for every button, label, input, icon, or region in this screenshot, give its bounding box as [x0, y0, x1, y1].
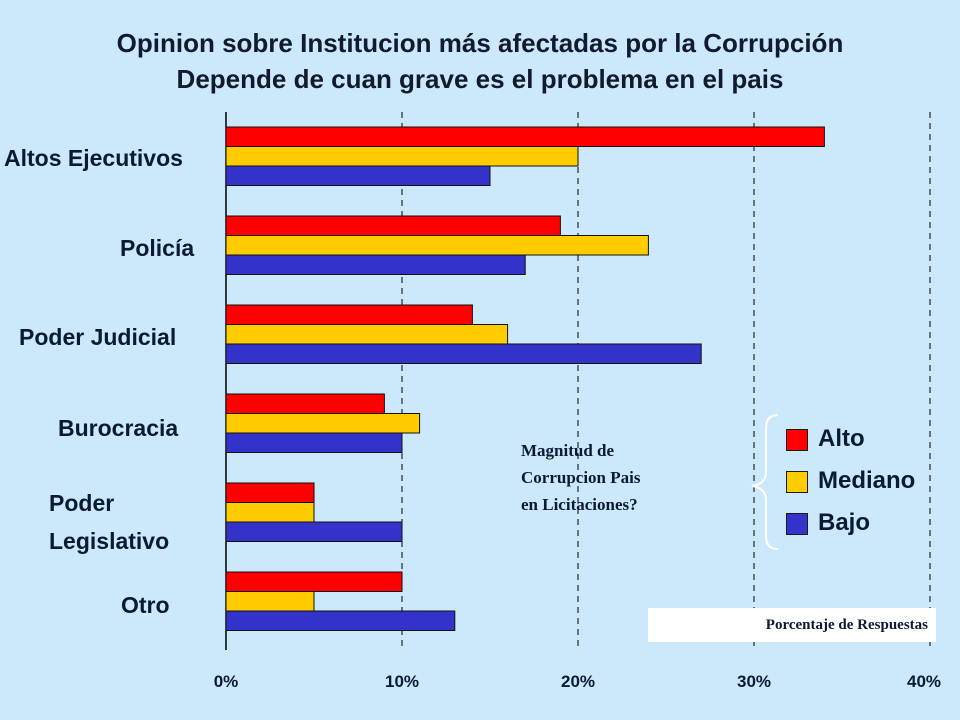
note-line-2: Corrupcion Pais: [521, 468, 641, 487]
bar: [225, 432, 403, 453]
gridlines: [225, 112, 931, 650]
note-line-1: Magnitud de: [521, 441, 615, 460]
bar: [225, 571, 403, 592]
category-label: Altos Ejecutivos: [4, 143, 183, 173]
bar: [225, 146, 579, 167]
bar: [225, 324, 509, 345]
x-tick-label: 0%: [213, 672, 239, 691]
bar: [225, 502, 315, 523]
bar: [225, 591, 315, 612]
legend-label-bajo: Bajo: [818, 509, 871, 536]
bar: [225, 413, 421, 434]
bar: [225, 254, 526, 275]
bar: [225, 126, 825, 147]
bar: [225, 482, 315, 503]
bar: [225, 304, 473, 325]
category-label: Burocracia: [58, 413, 178, 443]
x-tick-label: 40%: [906, 672, 942, 691]
bars: [225, 126, 825, 631]
category-label: Otro: [121, 590, 170, 620]
bar: [225, 610, 456, 631]
bar: [225, 343, 702, 364]
x-tick-label: 10%: [384, 672, 420, 691]
note-line-3: en Licitaciones?: [521, 495, 638, 514]
category-label-line: Altos Ejecutivos: [4, 145, 183, 171]
legend-swatch-mediano: [786, 471, 808, 493]
category-label: Poder Legislativo: [49, 484, 169, 560]
bar: [225, 215, 561, 236]
legend-note: Magnitud de Corrupcion Pais en Licitacio…: [521, 437, 721, 518]
category-label-line: Burocracia: [58, 415, 179, 441]
category-label-line: Poder Judicial: [19, 324, 177, 350]
category-label-line: Legislativo: [49, 528, 170, 554]
legend-label-mediano: Mediano: [818, 467, 916, 494]
x-tick-label: 20%: [560, 672, 596, 691]
category-label-line: Poder: [49, 490, 115, 516]
bar: [225, 165, 491, 186]
bar: [225, 393, 385, 414]
category-label-line: Otro: [121, 592, 170, 618]
category-label: Policía: [120, 233, 194, 263]
bar: [225, 235, 649, 256]
legend-label-alto: Alto: [818, 425, 865, 452]
x-tick-label: 30%: [736, 672, 772, 691]
legend-swatch-alto: [786, 429, 808, 451]
legend-swatch-bajo: [786, 513, 808, 535]
category-label-line: Policía: [120, 235, 195, 261]
category-label: Poder Judicial: [19, 322, 176, 352]
bar: [225, 521, 403, 542]
chart-title-line-2: Depende de cuan grave es el problema en …: [176, 64, 784, 94]
axis-caption: Porcentaje de Respuestas: [648, 608, 936, 642]
legend-brace: [751, 414, 779, 550]
chart-title-line-1: Opinion sobre Institucion más afectadas …: [116, 28, 844, 58]
